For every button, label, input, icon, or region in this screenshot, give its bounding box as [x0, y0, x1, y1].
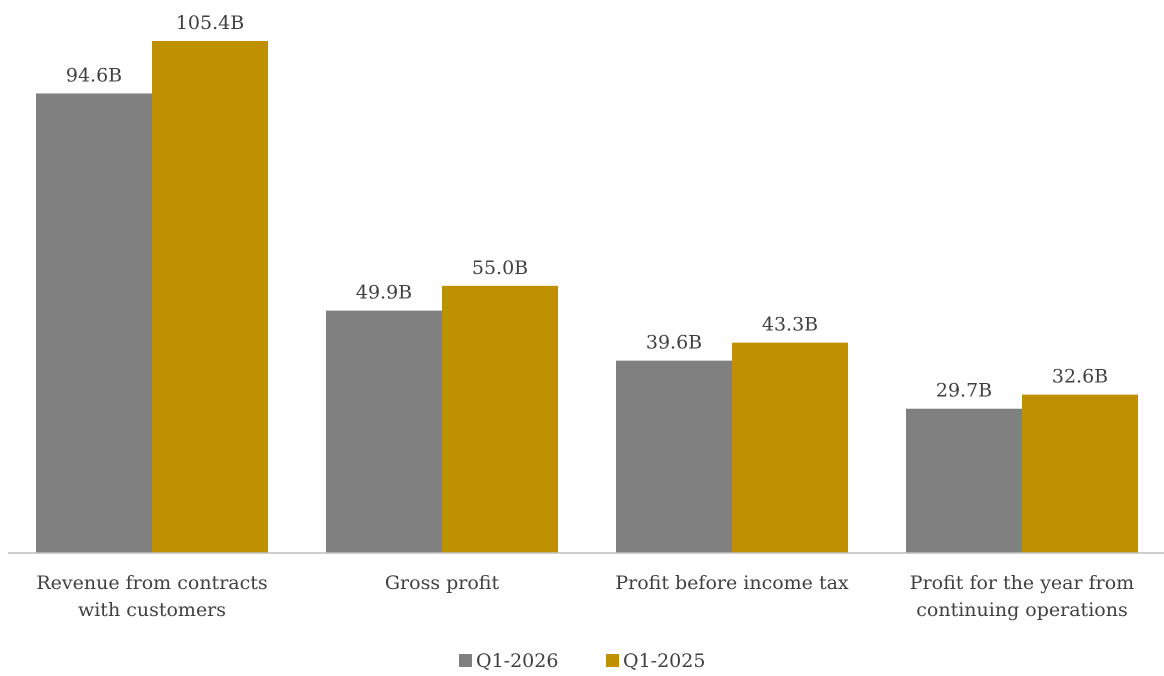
legend-swatch-q1-2026 — [459, 654, 472, 667]
bars-layer — [36, 41, 1138, 553]
bar-q1-2026-2 — [326, 310, 442, 553]
category-label-3-line-1: Profit before income tax — [615, 572, 849, 594]
legend-swatch-q1-2025 — [606, 654, 619, 667]
bar-q1-2026-3 — [616, 360, 732, 553]
legend: Q1-2026 Q1-2025 — [459, 650, 705, 672]
category-label-1-line-1: Revenue from contracts — [36, 572, 267, 594]
legend-label-q1-2025: Q1-2025 — [623, 650, 705, 672]
legend-label-q1-2026: Q1-2026 — [476, 650, 558, 672]
category-label-2-line-1: Gross profit — [385, 572, 500, 594]
data-label-q1-2025-3: 43.3B — [762, 314, 818, 336]
data-label-q1-2025-2: 55.0B — [472, 257, 528, 279]
bar-q1-2025-2 — [442, 285, 558, 553]
data-label-q1-2025-1: 105.4B — [176, 12, 244, 34]
bar-q1-2025-1 — [152, 41, 268, 553]
bar-q1-2025-4 — [1022, 394, 1138, 553]
category-label-4-line-2: continuing operations — [916, 599, 1127, 621]
bar-q1-2026-4 — [906, 408, 1022, 553]
category-labels-layer: Revenue from contracts with customers Gros… — [36, 572, 1134, 621]
data-label-q1-2026-3: 39.6B — [646, 332, 702, 354]
data-labels-layer: 94.6B 49.9B 39.6B 29.7B 105.4B 55.0B 43.3B 32.6… — [66, 12, 1108, 402]
data-label-q1-2026-2: 49.9B — [356, 282, 412, 304]
data-label-q1-2025-4: 32.6B — [1052, 366, 1108, 388]
category-label-1-line-2: with customers — [78, 599, 226, 621]
bar-q1-2026-1 — [36, 93, 152, 553]
data-label-q1-2026-1: 94.6B — [66, 64, 122, 86]
bar-q1-2025-3 — [732, 342, 848, 553]
category-label-4-line-1: Profit for the year from — [910, 572, 1134, 594]
data-label-q1-2026-4: 29.7B — [936, 380, 992, 402]
